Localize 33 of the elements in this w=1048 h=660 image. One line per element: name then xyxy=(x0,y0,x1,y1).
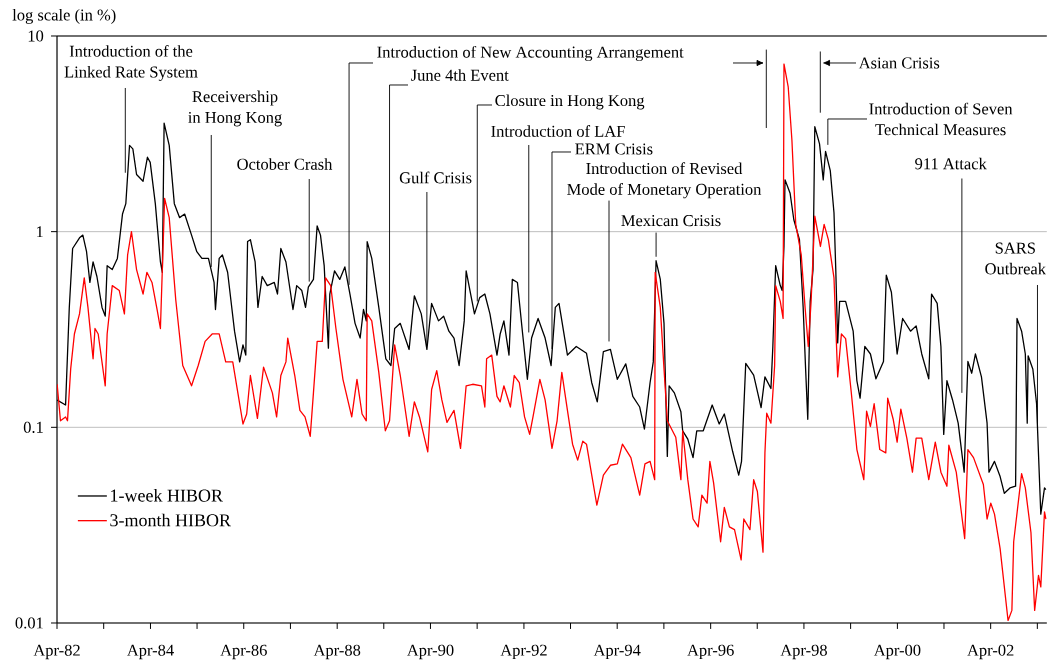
legend-label: 1-week HIBOR xyxy=(111,488,223,502)
annotation: Introduction of Revised Mode of Monetary Operation xyxy=(567,162,762,199)
x-tick-label: Apr-92 xyxy=(500,644,547,660)
annotation: Mexican Crisis xyxy=(621,215,721,227)
x-tick-label: Apr-84 xyxy=(126,644,174,660)
annotation: Introduction of Seven Technical Measures xyxy=(869,102,1013,136)
x-tick-label: Apr-82 xyxy=(33,644,80,660)
y-tick-label: 10 xyxy=(28,30,44,42)
y-tick-label: 0.01 xyxy=(15,617,43,629)
x-tick-label: Apr-90 xyxy=(406,644,454,660)
annotation: October Crash xyxy=(237,158,333,170)
y-tick-label: 0.1 xyxy=(23,421,43,433)
annotation: 911 Attack xyxy=(915,157,987,170)
legend-label: 3-month HIBOR xyxy=(110,513,231,527)
annotation: Introduction of New Accounting Arrangement xyxy=(377,45,684,62)
annotation: Introduction of LAF xyxy=(491,125,625,137)
x-tick-label: Apr-98 xyxy=(780,644,827,660)
annotation: Asian Crisis xyxy=(858,57,940,69)
x-tick-label: Apr-02 xyxy=(967,644,1014,660)
y-tick-label: 1 xyxy=(37,226,43,238)
annotation: June 4th Event xyxy=(411,69,509,81)
x-tick-label: Apr-96 xyxy=(687,644,734,660)
annotation: ERM Crisis xyxy=(575,143,653,155)
x-tick-label: Apr-86 xyxy=(220,644,267,660)
annotation: Introduction of the Linked Rate System xyxy=(64,45,198,81)
annotation: SARS Outbreak xyxy=(985,242,1047,275)
y-axis-title: log scale (in %) xyxy=(12,8,116,24)
x-tick-label: Apr-00 xyxy=(873,644,921,660)
x-tick-label: Apr-94 xyxy=(593,644,641,660)
x-tick-label: Apr-88 xyxy=(313,644,361,660)
annotation: Closure in Hong Kong xyxy=(495,94,645,110)
annotation: Gulf Crisis xyxy=(399,171,472,184)
annotation: Receivership in Hong Kong xyxy=(188,90,282,127)
